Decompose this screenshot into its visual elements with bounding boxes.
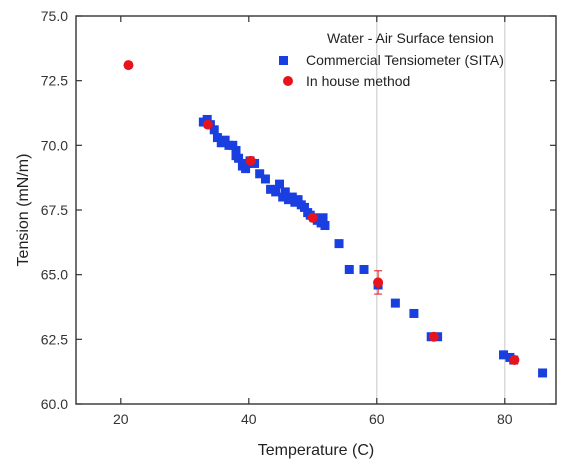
- legend-label-inhouse: In house method: [306, 73, 410, 89]
- legend-title: Water - Air Surface tension: [327, 30, 494, 46]
- x-tick-label: 40: [241, 411, 257, 427]
- sita-point: [209, 125, 219, 135]
- sita-point: [293, 195, 303, 205]
- x-tick-label: 80: [497, 411, 513, 427]
- data-marks: [123, 60, 548, 378]
- sita-point: [318, 213, 328, 223]
- inhouse-point: [509, 355, 520, 366]
- inhouse-point: [245, 155, 256, 166]
- inhouse-point: [123, 60, 134, 71]
- legend-marker-sita: [279, 56, 288, 65]
- x-tick-label: 20: [113, 411, 129, 427]
- sita-point: [278, 192, 288, 202]
- sita-point: [234, 153, 244, 163]
- x-tick-label: 60: [369, 411, 385, 427]
- axes: [75, 15, 557, 405]
- inhouse-point: [202, 119, 213, 130]
- sita-point: [334, 239, 344, 249]
- sita-point: [287, 192, 297, 202]
- y-tick-label: 62.5: [41, 331, 68, 347]
- sita-point: [228, 140, 238, 150]
- sita-point: [231, 146, 241, 156]
- inhouse-point: [307, 212, 318, 223]
- tick-labels: 20 40 60 80 60.0 62.5 65.0 67.5 70.0 72.5 75.0: [41, 8, 513, 427]
- legend-label-sita: Commercial Tensiometer (SITA): [306, 52, 504, 68]
- sita-point: [202, 114, 212, 124]
- sita-point: [220, 135, 230, 145]
- sita-point: [266, 184, 276, 194]
- sita-point: [241, 164, 251, 174]
- y-tick-label: 72.5: [41, 73, 68, 89]
- inhouse-point: [428, 331, 439, 342]
- sita-point: [359, 264, 369, 274]
- sita-point: [320, 221, 330, 231]
- sita-point: [212, 133, 222, 143]
- sita-point: [260, 174, 270, 184]
- sita-point: [271, 187, 281, 197]
- x-axis-title: Temperature (C): [258, 442, 374, 459]
- legend: Water - Air Surface tension Commercial T…: [279, 30, 504, 89]
- sita-point: [280, 187, 290, 197]
- y-tick-label: 70.0: [41, 137, 68, 153]
- sita-point: [344, 264, 354, 274]
- y-tick-label: 67.5: [41, 202, 68, 218]
- inhouse-point: [373, 277, 384, 288]
- legend-marker-inhouse: [283, 76, 293, 86]
- grid-lines: [376, 16, 506, 404]
- sita-point: [255, 169, 265, 179]
- y-tick-label: 75.0: [41, 8, 68, 24]
- sita-point: [275, 179, 285, 189]
- y-axis-title: Tension (mN/m): [15, 154, 32, 267]
- y-tick-label: 65.0: [41, 267, 68, 283]
- sita-point: [299, 202, 309, 212]
- y-tick-label: 60.0: [41, 396, 68, 412]
- sita-point: [538, 368, 548, 378]
- sita-point: [390, 298, 400, 308]
- sita-point: [499, 350, 509, 360]
- sita-point: [409, 308, 419, 318]
